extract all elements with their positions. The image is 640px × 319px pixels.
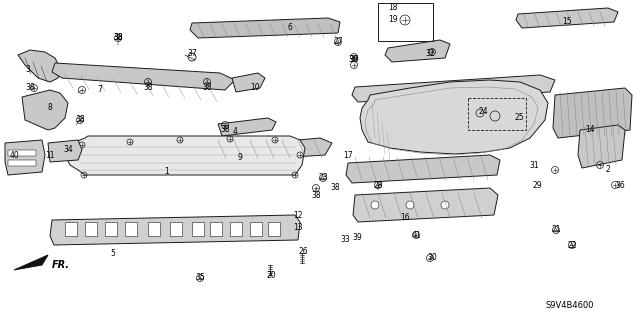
Text: 33: 33 bbox=[340, 235, 350, 244]
Polygon shape bbox=[578, 125, 625, 168]
Bar bbox=[148, 222, 160, 236]
Text: 38: 38 bbox=[311, 190, 321, 199]
Text: 11: 11 bbox=[45, 151, 55, 160]
Polygon shape bbox=[208, 138, 332, 162]
Text: 13: 13 bbox=[293, 224, 303, 233]
Bar bbox=[468, 98, 526, 130]
Text: 31: 31 bbox=[529, 160, 539, 169]
Text: 30: 30 bbox=[427, 254, 437, 263]
Text: 38: 38 bbox=[220, 125, 230, 135]
Bar bbox=[378, 3, 433, 41]
Polygon shape bbox=[48, 140, 82, 162]
Polygon shape bbox=[346, 155, 500, 183]
Polygon shape bbox=[218, 118, 276, 136]
Bar bbox=[268, 222, 280, 236]
Text: 19: 19 bbox=[388, 14, 398, 24]
Polygon shape bbox=[232, 73, 265, 92]
Polygon shape bbox=[14, 255, 48, 270]
Bar bbox=[85, 222, 97, 236]
Text: 34: 34 bbox=[63, 145, 73, 154]
Bar bbox=[105, 222, 117, 236]
Polygon shape bbox=[65, 136, 305, 175]
Text: 40: 40 bbox=[9, 151, 19, 160]
Text: 9: 9 bbox=[237, 153, 243, 162]
Text: 17: 17 bbox=[343, 151, 353, 160]
Text: 28: 28 bbox=[373, 181, 383, 189]
Bar bbox=[8, 160, 36, 166]
Text: 20: 20 bbox=[266, 271, 276, 279]
Bar bbox=[170, 222, 182, 236]
Text: 38: 38 bbox=[113, 33, 123, 42]
Text: 38: 38 bbox=[25, 84, 35, 93]
Circle shape bbox=[441, 201, 449, 209]
Circle shape bbox=[406, 201, 414, 209]
Bar bbox=[250, 222, 262, 236]
Bar bbox=[125, 222, 137, 236]
Text: 37: 37 bbox=[187, 48, 197, 57]
Polygon shape bbox=[353, 188, 498, 222]
Text: 21: 21 bbox=[551, 226, 561, 234]
Text: 3: 3 bbox=[26, 65, 31, 75]
Text: 18: 18 bbox=[388, 4, 397, 12]
Text: 29: 29 bbox=[532, 181, 542, 189]
Polygon shape bbox=[385, 40, 450, 62]
Text: 38: 38 bbox=[202, 84, 212, 93]
Text: 36: 36 bbox=[615, 181, 625, 189]
Text: 32: 32 bbox=[425, 48, 435, 57]
Bar bbox=[65, 222, 77, 236]
Text: 38: 38 bbox=[113, 33, 123, 42]
Bar bbox=[230, 222, 242, 236]
Text: S9V4B4600: S9V4B4600 bbox=[545, 300, 593, 309]
Text: 23: 23 bbox=[318, 174, 328, 182]
Text: 8: 8 bbox=[47, 103, 52, 113]
Text: 26: 26 bbox=[298, 248, 308, 256]
Text: 39: 39 bbox=[349, 56, 359, 64]
Bar bbox=[210, 222, 222, 236]
Text: 6: 6 bbox=[287, 24, 292, 33]
Text: 15: 15 bbox=[562, 18, 572, 26]
Polygon shape bbox=[553, 88, 632, 138]
Text: 12: 12 bbox=[293, 211, 303, 220]
Text: 22: 22 bbox=[567, 241, 577, 249]
Text: 16: 16 bbox=[400, 213, 410, 222]
Text: 39: 39 bbox=[352, 233, 362, 241]
Polygon shape bbox=[352, 75, 555, 102]
Polygon shape bbox=[22, 90, 68, 130]
Text: 14: 14 bbox=[585, 125, 595, 135]
Text: 2: 2 bbox=[605, 166, 611, 174]
Text: 25: 25 bbox=[514, 113, 524, 122]
Text: 4: 4 bbox=[232, 128, 237, 137]
Polygon shape bbox=[52, 63, 235, 90]
Circle shape bbox=[371, 201, 379, 209]
Text: FR.: FR. bbox=[52, 260, 70, 270]
Text: 1: 1 bbox=[164, 167, 170, 176]
Text: 27: 27 bbox=[333, 38, 343, 47]
Text: 41: 41 bbox=[411, 231, 421, 240]
Polygon shape bbox=[18, 50, 60, 82]
Bar bbox=[192, 222, 204, 236]
Polygon shape bbox=[5, 140, 45, 175]
Text: 38: 38 bbox=[330, 183, 340, 192]
Polygon shape bbox=[516, 8, 618, 28]
Text: 38: 38 bbox=[143, 84, 153, 93]
Text: 39: 39 bbox=[348, 56, 358, 64]
Text: 5: 5 bbox=[111, 249, 115, 258]
Text: 10: 10 bbox=[250, 84, 260, 93]
Polygon shape bbox=[360, 80, 548, 154]
Text: 7: 7 bbox=[97, 85, 102, 94]
Polygon shape bbox=[50, 215, 300, 245]
Text: 24: 24 bbox=[478, 108, 488, 116]
Text: 35: 35 bbox=[195, 273, 205, 283]
Bar bbox=[8, 150, 36, 156]
Text: 38: 38 bbox=[75, 115, 85, 124]
Polygon shape bbox=[190, 18, 340, 38]
